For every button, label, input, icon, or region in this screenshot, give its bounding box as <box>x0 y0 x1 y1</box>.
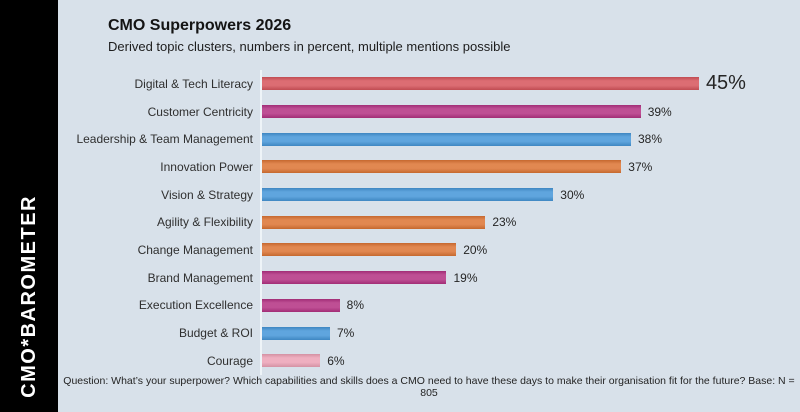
bar-value-label: 20% <box>463 242 488 257</box>
chart-row: Digital & Tech Literacy 45% <box>58 70 800 98</box>
bar-track: 8% <box>260 291 800 320</box>
category-label: Courage <box>206 353 253 368</box>
chart-row: Innovation Power 37% <box>58 153 800 181</box>
category-label: Change Management <box>137 242 253 257</box>
chart-subtitle: Derived topic clusters, numbers in perce… <box>108 39 511 54</box>
brand-logo-text: CMO*BAROMETER <box>17 195 40 398</box>
brand-sidebar: CMO*BAROMETER <box>0 0 58 412</box>
category-label: Brand Management <box>147 270 253 285</box>
bar-chart: Digital & Tech Literacy 45% Customer Centr… <box>58 70 800 375</box>
category-label: Customer Centricity <box>147 104 253 119</box>
chart-bar <box>262 160 622 174</box>
bar-track: 7% <box>260 319 800 347</box>
chart-bar <box>262 326 330 340</box>
bar-value-label: 8% <box>346 298 365 313</box>
bar-value-label: 7% <box>336 326 355 341</box>
chart-row: Vision & Strategy 30% <box>58 180 800 209</box>
bar-track: 39% <box>260 97 800 126</box>
bar-value-label: 23% <box>492 215 517 230</box>
chart-row: Customer Centricity 39% <box>58 97 800 126</box>
category-label: Vision & Strategy <box>161 187 253 202</box>
chart-row: Execution Excellence 8% <box>58 291 800 320</box>
chart-row: Budget & ROI 7% <box>58 319 800 347</box>
bar-value-label: 37% <box>628 159 653 174</box>
chart-row: Leadership & Team Management 38% <box>58 125 800 154</box>
bar-value-label: 38% <box>637 132 662 147</box>
chart-bar <box>262 215 486 229</box>
bar-track: 38% <box>260 125 800 154</box>
bar-value-label: 39% <box>647 104 672 119</box>
chart-row: Change Management 20% <box>58 236 800 264</box>
bar-value-label: 19% <box>453 270 478 285</box>
category-label: Digital & Tech Literacy <box>134 76 254 91</box>
bar-track: 30% <box>260 180 800 209</box>
category-label: Innovation Power <box>160 159 253 174</box>
chart-bar <box>262 243 457 257</box>
chart-bar <box>262 105 641 119</box>
bar-track: 6% <box>260 346 800 375</box>
chart-bar <box>262 354 321 368</box>
category-label: Budget & ROI <box>178 326 253 341</box>
bar-track: 20% <box>260 236 800 264</box>
chart-bar <box>262 132 631 146</box>
bar-track: 23% <box>260 208 800 237</box>
bar-value-label: 30% <box>560 187 585 202</box>
chart-title: CMO Superpowers 2026 <box>108 17 292 34</box>
bar-track: 19% <box>260 263 800 292</box>
category-label: Execution Excellence <box>138 298 253 313</box>
chart-bar <box>262 188 554 202</box>
chart-bar <box>262 77 699 91</box>
bar-value-label: 6% <box>327 353 345 368</box>
chart-row: Brand Management 19% <box>58 263 800 292</box>
bar-track: 37% <box>260 153 800 181</box>
category-label: Agility & Flexibility <box>156 215 253 230</box>
chart-row: Agility & Flexibility 23% <box>58 208 800 237</box>
bar-value-label: 45% <box>705 72 746 95</box>
bar-track: 45% <box>260 70 800 98</box>
chart-row: Courage 6% <box>58 346 800 375</box>
source-note: Question: What’s your superpower? Which … <box>63 375 795 399</box>
chart-bar <box>262 271 447 285</box>
category-label: Leadership & Team Management <box>76 132 253 147</box>
chart-bar <box>262 298 340 312</box>
